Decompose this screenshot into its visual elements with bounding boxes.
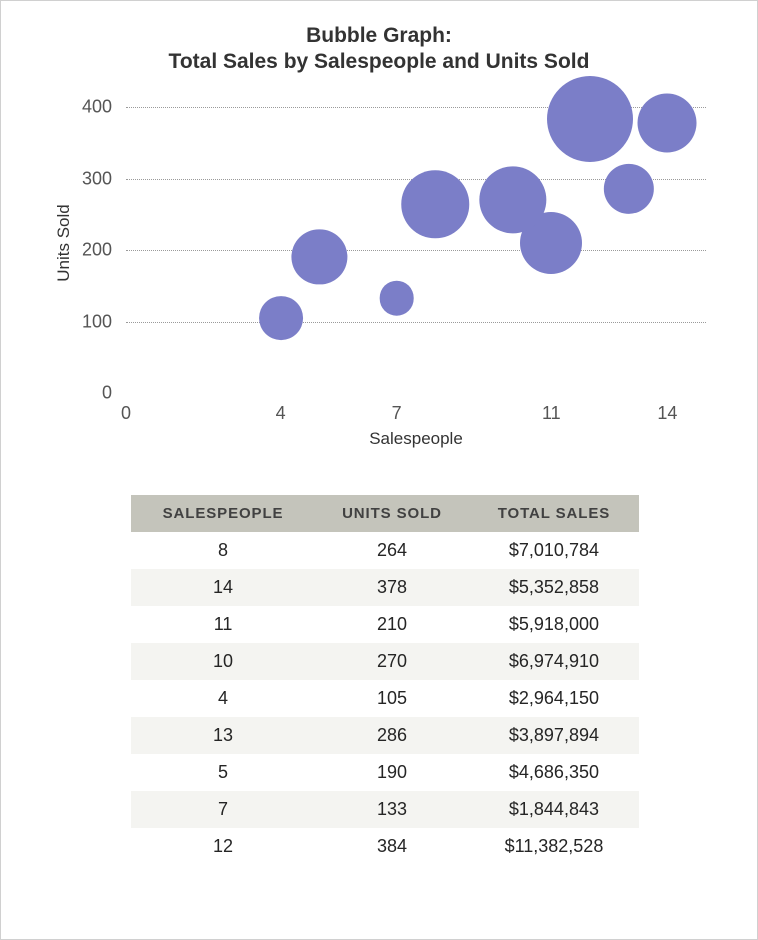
- table-cell: 378: [315, 569, 469, 606]
- x-tick-label: 7: [392, 393, 402, 424]
- x-tick-label: 0: [121, 393, 131, 424]
- table-header-cell: Total Sales: [469, 495, 639, 532]
- table-cell: 13: [131, 717, 315, 754]
- y-tick-label: 100: [82, 311, 126, 332]
- table-cell: 190: [315, 754, 469, 791]
- table-cell: $2,964,150: [469, 680, 639, 717]
- table-cell: 286: [315, 717, 469, 754]
- plot-area: Units Sold Salespeople 01002003004000471…: [126, 93, 706, 394]
- table-cell: 210: [315, 606, 469, 643]
- table-cell: 264: [315, 532, 469, 569]
- table-cell: $4,686,350: [469, 754, 639, 791]
- x-axis-title: Salespeople: [369, 393, 463, 449]
- table-cell: 11: [131, 606, 315, 643]
- table-cell: $5,352,858: [469, 569, 639, 606]
- bubble: [379, 281, 414, 316]
- table-row: 7133$1,844,843: [131, 791, 639, 828]
- table-cell: $1,844,843: [469, 791, 639, 828]
- table-cell: 384: [315, 828, 469, 865]
- table-row: 13286$3,897,894: [131, 717, 639, 754]
- table-cell: 105: [315, 680, 469, 717]
- y-tick-label: 300: [82, 168, 126, 189]
- chart-region: Bubble Graph: Total Sales by Salespeople…: [1, 1, 757, 84]
- chart-title-line1: Bubble Graph:: [306, 24, 452, 47]
- x-tick-label: 14: [657, 393, 677, 424]
- y-axis-title: Units Sold: [54, 204, 74, 281]
- x-tick-label: 4: [276, 393, 286, 424]
- data-table: SalespeopleUnits SoldTotal Sales 8264$7,…: [131, 495, 639, 865]
- bubble: [292, 230, 347, 285]
- table-cell: 5: [131, 754, 315, 791]
- gridline: [126, 250, 706, 251]
- chart-title-line2: Total Sales by Salespeople and Units Sol…: [169, 50, 590, 73]
- bubble: [259, 296, 303, 340]
- table-cell: $6,974,910: [469, 643, 639, 680]
- table-cell: $3,897,894: [469, 717, 639, 754]
- table-header-cell: Units Sold: [315, 495, 469, 532]
- table-cell: 7: [131, 791, 315, 828]
- table-row: 4105$2,964,150: [131, 680, 639, 717]
- table-cell: 4: [131, 680, 315, 717]
- bubble: [604, 164, 654, 214]
- table-cell: $7,010,784: [469, 532, 639, 569]
- chart-title: Bubble Graph: Total Sales by Salespeople…: [1, 23, 757, 76]
- bubble: [638, 94, 697, 153]
- bubble: [547, 76, 633, 162]
- figure-frame: Bubble Graph: Total Sales by Salespeople…: [0, 0, 758, 940]
- table-header-cell: Salespeople: [131, 495, 315, 532]
- table-cell: 10: [131, 643, 315, 680]
- table-cell: 133: [315, 791, 469, 828]
- table-cell: $5,918,000: [469, 606, 639, 643]
- table-cell: 14: [131, 569, 315, 606]
- x-tick-label: 11: [542, 393, 561, 424]
- gridline: [126, 322, 706, 323]
- bubble: [402, 171, 469, 238]
- y-tick-label: 400: [82, 97, 126, 118]
- table-row: 8264$7,010,784: [131, 532, 639, 569]
- table-cell: $11,382,528: [469, 828, 639, 865]
- bubble-chart: Units Sold Salespeople 01002003004000471…: [126, 93, 706, 393]
- table-row: 11210$5,918,000: [131, 606, 639, 643]
- table-row: 12384$11,382,528: [131, 828, 639, 865]
- table-row: 5190$4,686,350: [131, 754, 639, 791]
- table-header-row: SalespeopleUnits SoldTotal Sales: [131, 495, 639, 532]
- table-cell: 8: [131, 532, 315, 569]
- table-row: 14378$5,352,858: [131, 569, 639, 606]
- y-tick-label: 200: [82, 240, 126, 261]
- table-cell: 270: [315, 643, 469, 680]
- table-row: 10270$6,974,910: [131, 643, 639, 680]
- table-cell: 12: [131, 828, 315, 865]
